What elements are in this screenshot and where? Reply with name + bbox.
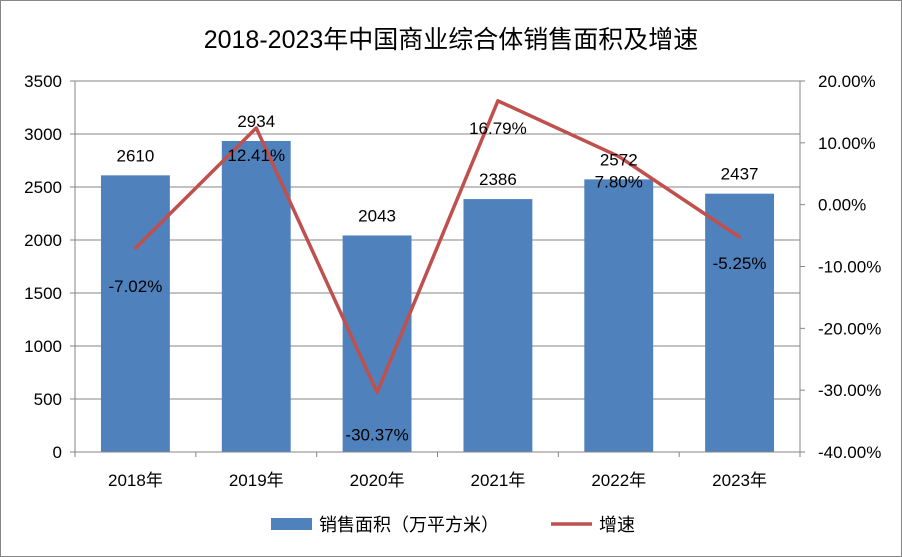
bar bbox=[463, 199, 533, 452]
line-point bbox=[617, 154, 621, 158]
line-value-label: 7.80% bbox=[595, 172, 643, 191]
axes: 0 500 1000 1500 2000 2500 3000 3500 -40.00% -30.0… bbox=[24, 72, 881, 490]
legend-label-bar: 销售面积（万平方米） bbox=[319, 515, 499, 535]
y-left-tick-label: 2500 bbox=[24, 178, 62, 197]
line-value-label: -7.02% bbox=[108, 277, 162, 296]
y-right-tick-label: -30.00% bbox=[818, 381, 881, 400]
bar-value-label: 2572 bbox=[600, 150, 638, 169]
line-point bbox=[738, 235, 742, 239]
line-series bbox=[133, 99, 742, 395]
line-point bbox=[375, 390, 379, 394]
bar-value-label: 2934 bbox=[237, 112, 275, 131]
bar bbox=[100, 175, 170, 452]
data-labels: 2610 2934 2043 2386 2572 2437 -7.02% 12.41% -30.… bbox=[108, 112, 766, 444]
bar bbox=[584, 179, 654, 453]
bar-value-label: 2043 bbox=[358, 206, 396, 225]
y-right-tick-label: 10.00% bbox=[818, 134, 876, 153]
y-right-tick-label: -10.00% bbox=[818, 258, 881, 277]
y-left-tick-label: 500 bbox=[34, 390, 62, 409]
y-right-tick-label: -40.00% bbox=[818, 443, 881, 462]
bar bbox=[221, 140, 291, 452]
x-tick-label: 2022年 bbox=[591, 471, 646, 490]
x-tick-label: 2018年 bbox=[108, 471, 163, 490]
x-tick-label: 2021年 bbox=[471, 471, 526, 490]
bar bbox=[705, 193, 775, 453]
legend-swatch-bar bbox=[271, 518, 312, 530]
line-point bbox=[133, 246, 137, 250]
x-tick-label: 2020年 bbox=[350, 471, 405, 490]
legend-label-line: 增速 bbox=[599, 515, 635, 535]
bar-value-label: 2386 bbox=[479, 170, 517, 189]
bar-value-label: 2610 bbox=[117, 146, 155, 165]
line-value-label: 16.79% bbox=[469, 119, 527, 138]
growth-line bbox=[134, 99, 741, 395]
x-tick-label: 2019年 bbox=[229, 471, 284, 490]
y-left-tick-label: 0 bbox=[53, 443, 62, 462]
gridlines bbox=[75, 80, 800, 400]
y-left-tick-label: 1000 bbox=[24, 337, 62, 356]
y-right-tick-label: -20.00% bbox=[818, 319, 881, 338]
bar-series bbox=[100, 140, 775, 453]
y-right-tick-label: 0.00% bbox=[818, 196, 866, 215]
bar-value-label: 2437 bbox=[721, 165, 759, 184]
y-left-tick-label: 2000 bbox=[24, 231, 62, 250]
y-left-tick-label: 1500 bbox=[24, 284, 62, 303]
line-value-label: -5.25% bbox=[713, 254, 767, 273]
y-left-tick-label: 3000 bbox=[24, 125, 62, 144]
chart-title: 2018-2023年中国商业综合体销售面积及增速 bbox=[204, 26, 699, 54]
line-value-label: -30.37% bbox=[345, 425, 408, 444]
line-value-label: 12.41% bbox=[227, 146, 285, 165]
y-right-tick-label: 20.00% bbox=[818, 72, 876, 91]
line-point bbox=[254, 126, 258, 130]
legend: 销售面积（万平方米） 增速 bbox=[271, 515, 635, 535]
x-tick-label: 2023年 bbox=[712, 471, 767, 490]
line-point bbox=[496, 99, 500, 103]
y-left-tick-label: 3500 bbox=[24, 72, 62, 91]
